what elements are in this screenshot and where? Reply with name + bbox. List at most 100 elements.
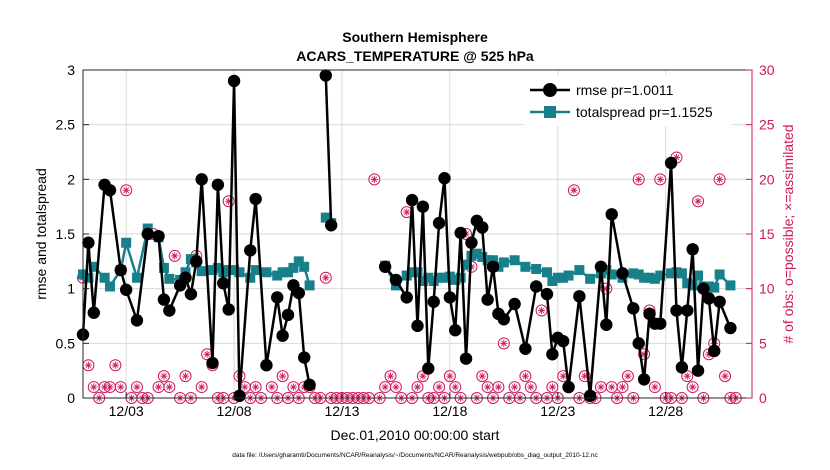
obs-marker xyxy=(497,337,510,350)
obs-possible-circle xyxy=(476,370,489,383)
obs-possible-circle xyxy=(546,381,559,394)
obs-possible-circle xyxy=(389,381,402,394)
rmse-point xyxy=(141,227,154,241)
rmse-point xyxy=(422,362,435,375)
totalspread-point xyxy=(293,256,304,267)
rmse-point xyxy=(546,348,559,361)
rmse-point xyxy=(600,318,613,331)
y-tick-label: 0 xyxy=(67,390,75,406)
totalspread-point xyxy=(644,272,655,283)
rmse-series xyxy=(76,69,737,403)
obs-assimilated-stroke xyxy=(479,373,486,379)
y-tick-label: 1 xyxy=(67,281,75,297)
rmse-point xyxy=(465,236,478,249)
obs-possible-circle xyxy=(114,381,127,394)
rmse-point xyxy=(670,304,683,317)
obs-possible-circle xyxy=(719,370,732,383)
rmse-point xyxy=(508,297,521,311)
totalspread-point xyxy=(477,251,488,262)
x-tick-label: 12/03 xyxy=(109,403,144,419)
y-right-tick-label: 10 xyxy=(759,281,775,297)
obs-marker xyxy=(546,381,559,394)
obs-marker xyxy=(368,173,381,186)
obs-assimilated-stroke xyxy=(695,198,701,205)
rmse-point xyxy=(583,389,597,403)
totalspread-point xyxy=(531,263,542,274)
legend-rmse-marker xyxy=(543,83,557,97)
totalspread-point xyxy=(164,273,175,284)
obs-assimilated-stroke xyxy=(166,384,173,390)
obs-marker xyxy=(109,359,122,372)
totalspread-point xyxy=(482,255,493,266)
obs-assimilated-stroke xyxy=(155,384,162,390)
totalspread-point xyxy=(649,273,660,284)
x-axis-label: Dec.01,2010 00:00:00 start xyxy=(331,427,500,443)
obs-possible-circle xyxy=(578,370,591,383)
rmse-point xyxy=(702,292,716,305)
totalspread-point xyxy=(574,265,585,276)
rmse-point xyxy=(163,304,176,317)
x-tick-label: 12/13 xyxy=(324,403,359,419)
obs-possible-circle xyxy=(632,173,645,186)
obs-assimilated-stroke xyxy=(635,176,642,183)
obs-assimilated-stroke xyxy=(436,384,442,390)
totalspread-point xyxy=(207,265,218,276)
rmse-point xyxy=(281,308,295,322)
rmse-point xyxy=(416,200,430,213)
rmse-point xyxy=(519,342,532,355)
obs-possible-circle xyxy=(276,370,289,383)
rmse-point xyxy=(217,277,230,290)
obs-assimilated-stroke xyxy=(290,384,297,390)
rmse-point xyxy=(227,74,241,88)
rmse-point xyxy=(654,317,667,330)
rmse-point xyxy=(632,337,645,350)
totalspread-point xyxy=(687,280,698,291)
y-tick-label: 0.5 xyxy=(56,335,76,351)
rmse-point xyxy=(276,329,289,342)
obs-possible-circle xyxy=(443,370,456,383)
rmse-point xyxy=(476,221,489,234)
y-tick-label: 3 xyxy=(67,62,75,78)
obs-marker xyxy=(616,381,629,394)
obs-assimilated-stroke xyxy=(652,384,658,390)
totalspread-point xyxy=(423,272,434,283)
obs-possible-circle xyxy=(179,370,192,383)
obs-assimilated-stroke xyxy=(511,384,518,390)
obs-marker xyxy=(681,370,694,383)
rmse-point xyxy=(616,267,629,280)
obs-possible-circle xyxy=(319,271,332,284)
obs-assimilated-stroke xyxy=(85,362,92,369)
obs-assimilated-stroke xyxy=(252,384,259,390)
obs-assimilated-stroke xyxy=(625,373,631,379)
obs-assimilated-stroke xyxy=(112,362,119,369)
rmse-point xyxy=(195,173,208,186)
rmse-point xyxy=(411,319,424,333)
rmse-point xyxy=(244,244,257,257)
totalspread-point xyxy=(541,267,552,278)
obs-assimilated-stroke xyxy=(204,351,210,358)
totalspread-point xyxy=(212,262,223,273)
rmse-point xyxy=(675,361,689,374)
rmse-point xyxy=(152,229,165,243)
obs-marker xyxy=(163,381,176,394)
obs-possible-circle xyxy=(508,381,521,394)
rmse-point xyxy=(249,192,262,206)
rmse-point xyxy=(681,304,694,317)
totalspread-point xyxy=(439,272,450,283)
y-tick-label: 2 xyxy=(67,171,75,187)
rmse-point xyxy=(157,293,171,306)
obs-possible-circle xyxy=(120,184,133,197)
totalspread-point xyxy=(434,272,445,283)
y-tick-label: 2.5 xyxy=(56,117,76,133)
obs-marker xyxy=(578,370,591,383)
obs-possible-circle xyxy=(249,381,262,394)
obs-marker xyxy=(508,381,521,394)
obs-assimilated-stroke xyxy=(484,384,491,390)
obs-possible-circle xyxy=(492,381,505,394)
totalspread-point xyxy=(563,270,574,281)
obs-possible-circle xyxy=(524,381,537,394)
obs-marker xyxy=(713,173,726,186)
x-tick-label: 12/08 xyxy=(217,403,252,419)
obs-marker xyxy=(692,195,705,208)
